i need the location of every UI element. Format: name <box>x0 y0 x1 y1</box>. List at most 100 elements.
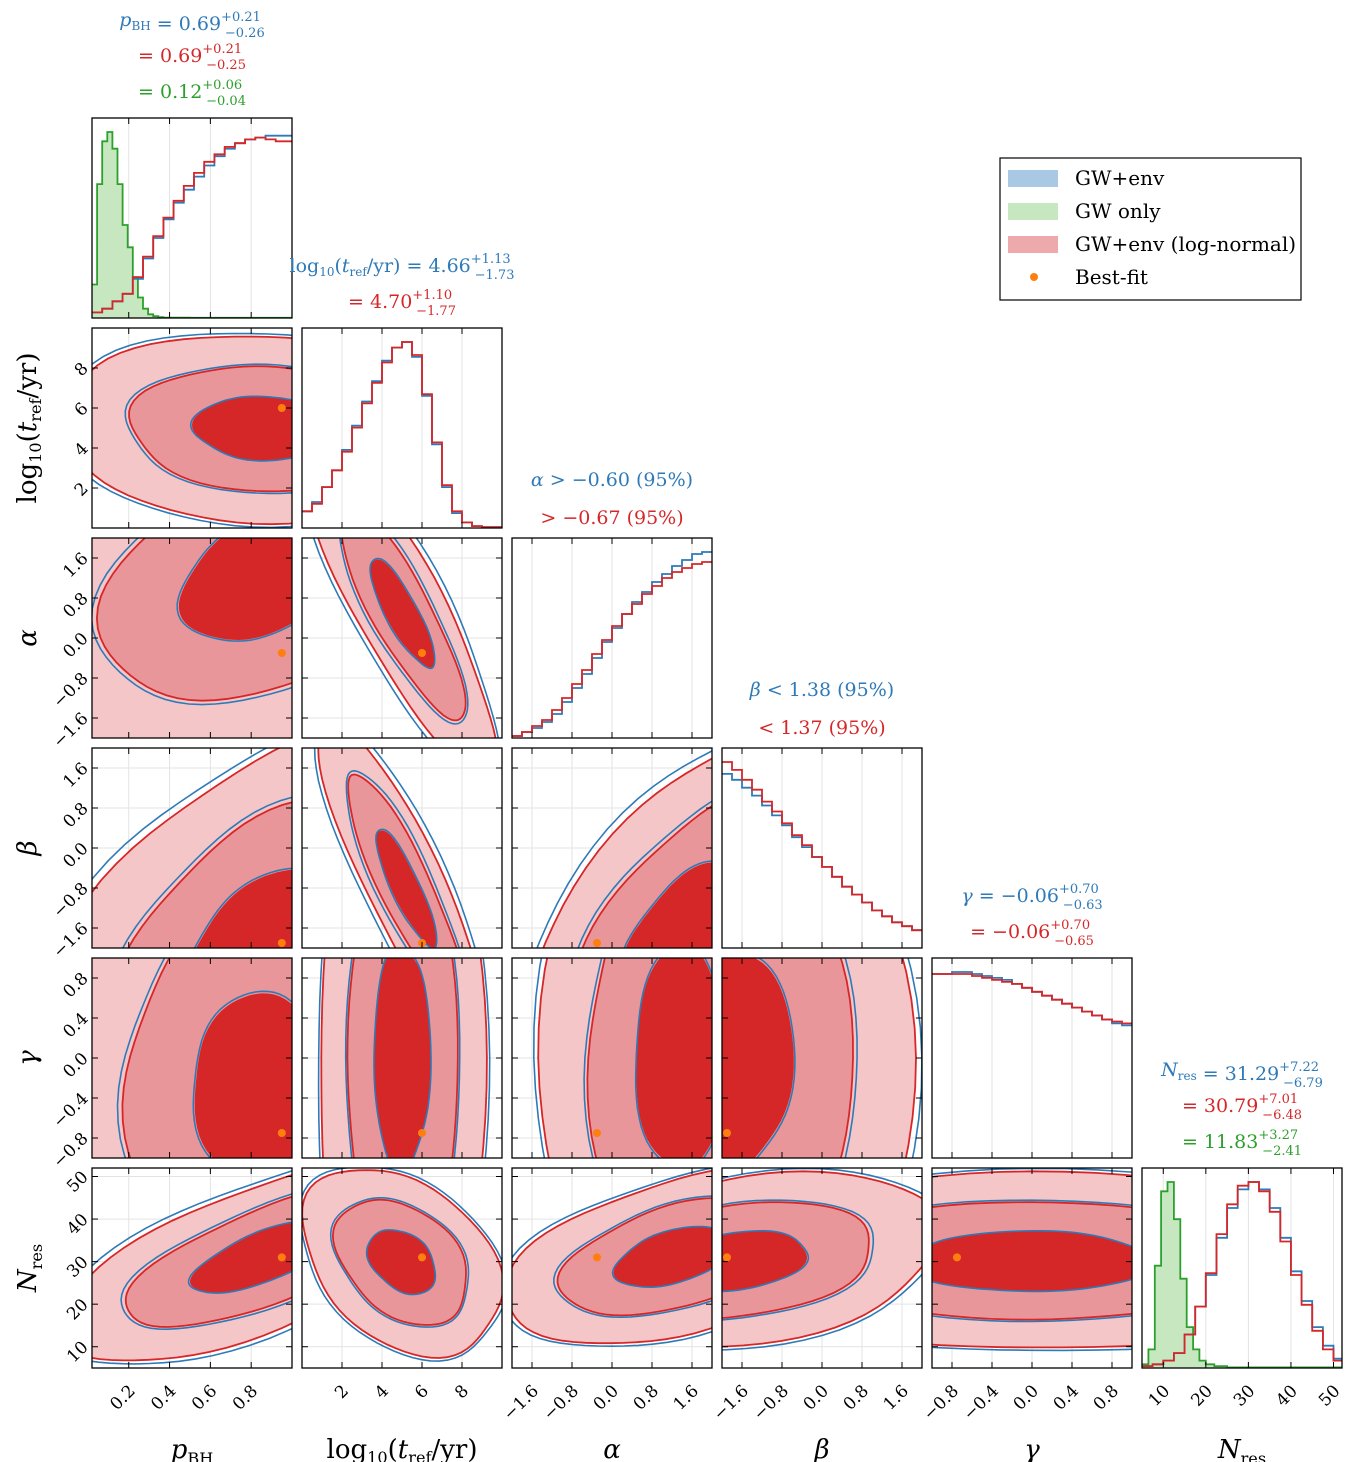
contour-blue-2sigma <box>329 1197 470 1328</box>
hist-gw-env-lognormal <box>722 761 922 932</box>
panel-bg <box>302 328 502 528</box>
contour-blue-1sigma <box>192 990 292 1158</box>
panel-content <box>92 958 292 1158</box>
contour-blue-3sigma <box>512 1168 712 1348</box>
panel-content <box>722 761 922 932</box>
legend-patch <box>1008 236 1058 253</box>
y-tick-label: 1.6 <box>59 759 92 792</box>
contour-blue-1sigma <box>365 1229 437 1296</box>
legend-label: GW only <box>1075 199 1161 223</box>
x-tick-label: 0.8 <box>630 1381 663 1414</box>
best-fit-point <box>593 1129 601 1137</box>
panel-content <box>302 1168 502 1362</box>
title-line-p-blue: pBH = 0.69+0.21 −0.26 <box>119 9 264 41</box>
y-axis-label-t: log10(tref/yr) <box>13 353 45 504</box>
panel-b-n: −1.6−0.8 0.0 0.8 1.6 <box>710 1167 923 1425</box>
best-fit-point <box>418 1129 426 1137</box>
panel-t-a <box>301 537 503 739</box>
title-line-t-blue: log10(tref/yr) = 4.66+1.13 −1.73 <box>290 252 515 283</box>
title-line-a-red: > −0.67 (95%) <box>540 507 683 529</box>
contour-blue-1sigma <box>193 867 292 948</box>
panel-a-n: −1.6−0.8 0.0 0.8 1.6 <box>500 1167 713 1425</box>
y-tick-label: −0.8 <box>49 669 92 712</box>
panel-content <box>92 131 292 318</box>
title-line-p-red: = 0.69+0.21 −0.25 <box>138 42 246 73</box>
contour-blue-1sigma <box>369 557 436 670</box>
x-tick-label: 0.0 <box>1010 1381 1043 1414</box>
y-tick-label: −0.8 <box>49 879 92 922</box>
hist-gw-env-lognormal <box>1142 1181 1342 1367</box>
diag-panel-n: 10 20 30 40 50 <box>1141 1167 1344 1411</box>
y-tick-label: 50 <box>63 1167 92 1196</box>
contour-blue-1sigma <box>932 1230 1132 1293</box>
title-line-b-red: < 1.37 (95%) <box>758 717 885 739</box>
contour-blue-1sigma <box>722 1230 810 1293</box>
contour-blue-1sigma <box>189 395 292 462</box>
contour-blue-3sigma <box>302 1168 502 1362</box>
y-tick-label: 0.4 <box>59 1009 92 1042</box>
contour-red-1sigma <box>370 559 435 668</box>
panel-content <box>317 958 491 1158</box>
title-line-n-blue: Nres = 31.29+7.22 −6.79 <box>1160 1059 1323 1091</box>
x-tick-label: 8 <box>451 1381 473 1403</box>
x-tick-label: 0.8 <box>1090 1381 1123 1414</box>
hist-gw-env-lognormal <box>932 973 1132 1025</box>
contour-blue-2sigma <box>553 1195 712 1319</box>
x-tick-label: −0.8 <box>920 1381 963 1424</box>
contour-blue-3sigma <box>932 1168 1132 1352</box>
x-tick-label: 50 <box>1315 1381 1344 1410</box>
contour-blue-2sigma <box>339 538 469 725</box>
contour-red-1sigma <box>722 1230 808 1292</box>
best-fit-point <box>593 939 601 947</box>
contour-red-1sigma <box>722 958 794 1158</box>
x-tick-label: 40 <box>1272 1381 1301 1410</box>
contour-blue-1sigma <box>623 860 712 948</box>
x-tick-label: 30 <box>1230 1381 1259 1410</box>
x-tick-label: 2 <box>331 1381 353 1403</box>
contour-blue-2sigma <box>344 958 461 1158</box>
title-line-b-blue: β < 1.38 (95%) <box>749 679 894 701</box>
legend-patch <box>1008 203 1058 220</box>
panel-content <box>512 551 712 737</box>
legend: GW+env GW only GW+env (log-normal) Best-fit <box>999 157 1302 301</box>
x-tick-label: 10 <box>1145 1381 1174 1410</box>
panel-g-n: −0.8−0.4 0.0 0.4 0.8 <box>920 1167 1133 1425</box>
panel-content <box>302 341 502 528</box>
title-line-p-green: = 0.12+0.06 −0.04 <box>138 78 246 109</box>
panel-p-t: 2 4 6 8 <box>71 327 293 529</box>
contour-blue-3sigma <box>92 748 268 881</box>
hist-gw-only <box>1142 1181 1342 1368</box>
x-tick-label: 0.6 <box>188 1381 221 1414</box>
x-tick-label: 0.0 <box>590 1381 623 1414</box>
y-axis-label-b: β <box>13 840 43 856</box>
x-tick-label: 0.0 <box>800 1381 833 1414</box>
x-tick-label: −0.8 <box>750 1381 793 1424</box>
y-tick-label: 0.8 <box>59 799 92 832</box>
panel-content <box>722 958 922 1158</box>
best-fit-point <box>953 1253 961 1262</box>
best-fit-point <box>593 1253 601 1262</box>
panel-b-g <box>721 957 923 1159</box>
diag-panel-p <box>91 117 293 319</box>
y-tick-label: −1.6 <box>49 919 92 962</box>
panel-content <box>722 1168 922 1351</box>
best-fit-point <box>277 939 286 947</box>
best-fit-point <box>277 1129 286 1137</box>
panel-content <box>312 538 500 738</box>
panel-frame <box>91 1167 293 1369</box>
best-fit-point <box>418 649 426 657</box>
contour-blue-2sigma <box>577 800 712 948</box>
contour-red-1sigma <box>613 1226 712 1288</box>
contour-red-1sigma <box>189 1222 292 1293</box>
contour-blue-3sigma <box>317 958 491 1158</box>
diag-panel-b <box>721 747 923 949</box>
title-line-n-green: = 11.83+3.27 −2.41 <box>1182 1128 1302 1159</box>
contour-red-1sigma <box>366 1230 436 1295</box>
contour-blue-2sigma <box>722 1199 875 1321</box>
contour-blue-1sigma <box>634 958 712 1158</box>
x-tick-label: 6 <box>411 1381 433 1403</box>
contour-blue-3sigma <box>536 750 712 948</box>
x-axis-label-n: Nres <box>1217 1435 1266 1462</box>
panel-content <box>1142 1181 1342 1368</box>
